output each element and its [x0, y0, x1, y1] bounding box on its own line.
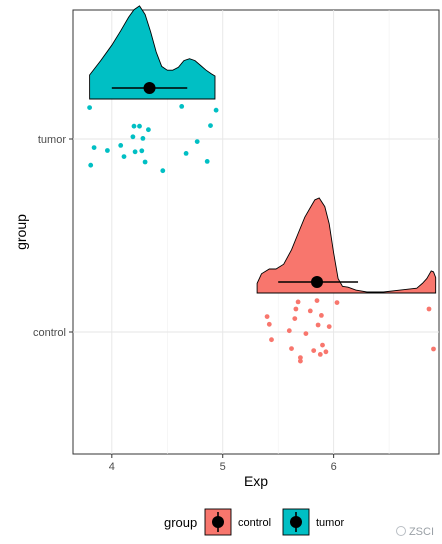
- point-control: [266, 321, 272, 327]
- x-axis-label: Exp: [244, 473, 268, 489]
- y-tick-label: tumor: [38, 134, 66, 146]
- point-control: [289, 346, 294, 351]
- point-control: [314, 298, 320, 303]
- point-tumor: [179, 104, 185, 109]
- point-tumor: [131, 123, 137, 129]
- legend: group control tumor: [164, 508, 344, 536]
- watermark: ZSCI: [395, 526, 434, 538]
- plot-marks: [87, 5, 437, 364]
- point-tumor: [142, 159, 148, 165]
- x-tick-label: 4: [109, 461, 115, 473]
- point-tumor: [130, 134, 136, 140]
- point-control: [295, 299, 301, 305]
- point-control: [431, 346, 436, 352]
- y-tick-label: control: [33, 327, 66, 339]
- point-control: [319, 313, 324, 318]
- point-control: [334, 300, 340, 305]
- point-tumor: [91, 145, 97, 151]
- axes: 4567controltumor: [33, 134, 442, 473]
- point-tumor: [88, 162, 94, 168]
- legend-key-dot-tumor: [290, 516, 302, 528]
- point-tumor: [146, 127, 151, 133]
- x-tick-label: 6: [331, 461, 337, 473]
- y-axis-label: group: [13, 214, 29, 250]
- mean-tumor: [143, 82, 156, 94]
- point-tumor: [132, 149, 138, 155]
- watermark-logo-icon: [395, 526, 406, 536]
- point-control: [311, 348, 317, 353]
- point-control: [269, 337, 274, 343]
- point-tumor: [105, 148, 110, 153]
- point-control: [323, 349, 329, 355]
- point-tumor: [194, 139, 200, 145]
- point-tumor: [204, 159, 210, 164]
- point-control: [320, 342, 325, 348]
- point-tumor: [213, 107, 219, 113]
- point-tumor: [140, 136, 146, 141]
- density-tumor: [89, 5, 216, 100]
- legend-title: group: [164, 515, 197, 530]
- point-control: [286, 328, 292, 334]
- point-control: [293, 306, 299, 312]
- point-control: [298, 355, 303, 360]
- point-control: [298, 358, 303, 364]
- point-control: [317, 352, 323, 357]
- density-control: [256, 197, 437, 294]
- point-tumor: [160, 168, 166, 174]
- point-control: [426, 306, 432, 312]
- point-control: [303, 331, 309, 336]
- point-tumor: [121, 154, 127, 160]
- point-control: [315, 322, 321, 328]
- point-tumor: [183, 151, 189, 156]
- point-tumor: [139, 148, 145, 154]
- point-tumor: [208, 123, 213, 128]
- legend-label-control: control: [238, 517, 271, 529]
- legend-label-tumor: tumor: [316, 517, 344, 529]
- x-tick-label: 5: [220, 461, 226, 473]
- watermark-text: ZSCI: [408, 526, 434, 538]
- point-tumor: [118, 143, 124, 148]
- point-control: [307, 308, 313, 314]
- point-tumor: [87, 105, 92, 110]
- legend-key-dot-control: [212, 516, 224, 528]
- point-control: [264, 314, 270, 319]
- point-tumor: [137, 123, 142, 129]
- mean-control: [311, 276, 323, 288]
- point-control: [292, 316, 298, 321]
- point-control: [326, 324, 332, 329]
